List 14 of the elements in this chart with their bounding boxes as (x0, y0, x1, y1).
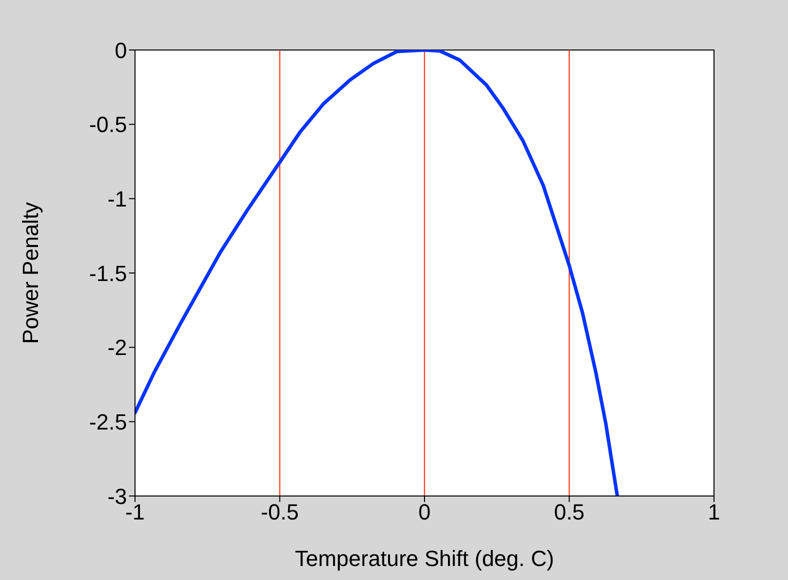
x-tick-label: -1 (125, 500, 145, 525)
y-tick-label: -2 (107, 335, 127, 360)
x-tick-label: 0 (418, 500, 431, 525)
y-tick-label: 0 (114, 38, 127, 63)
y-tick-label: -3 (107, 484, 127, 509)
x-tick-label: -0.5 (260, 500, 299, 525)
y-axis-title: Power Penalty (18, 202, 43, 344)
y-tick-label: -0.5 (89, 112, 127, 138)
y-tick-label: -2.5 (89, 409, 127, 434)
x-axis-title: Temperature Shift (deg. C) (294, 546, 554, 571)
y-tick-label: -1 (107, 186, 127, 212)
x-tick-label: 1 (708, 500, 720, 525)
y-tick-label: -1.5 (89, 260, 127, 286)
x-tick-label: 0.5 (554, 500, 585, 525)
